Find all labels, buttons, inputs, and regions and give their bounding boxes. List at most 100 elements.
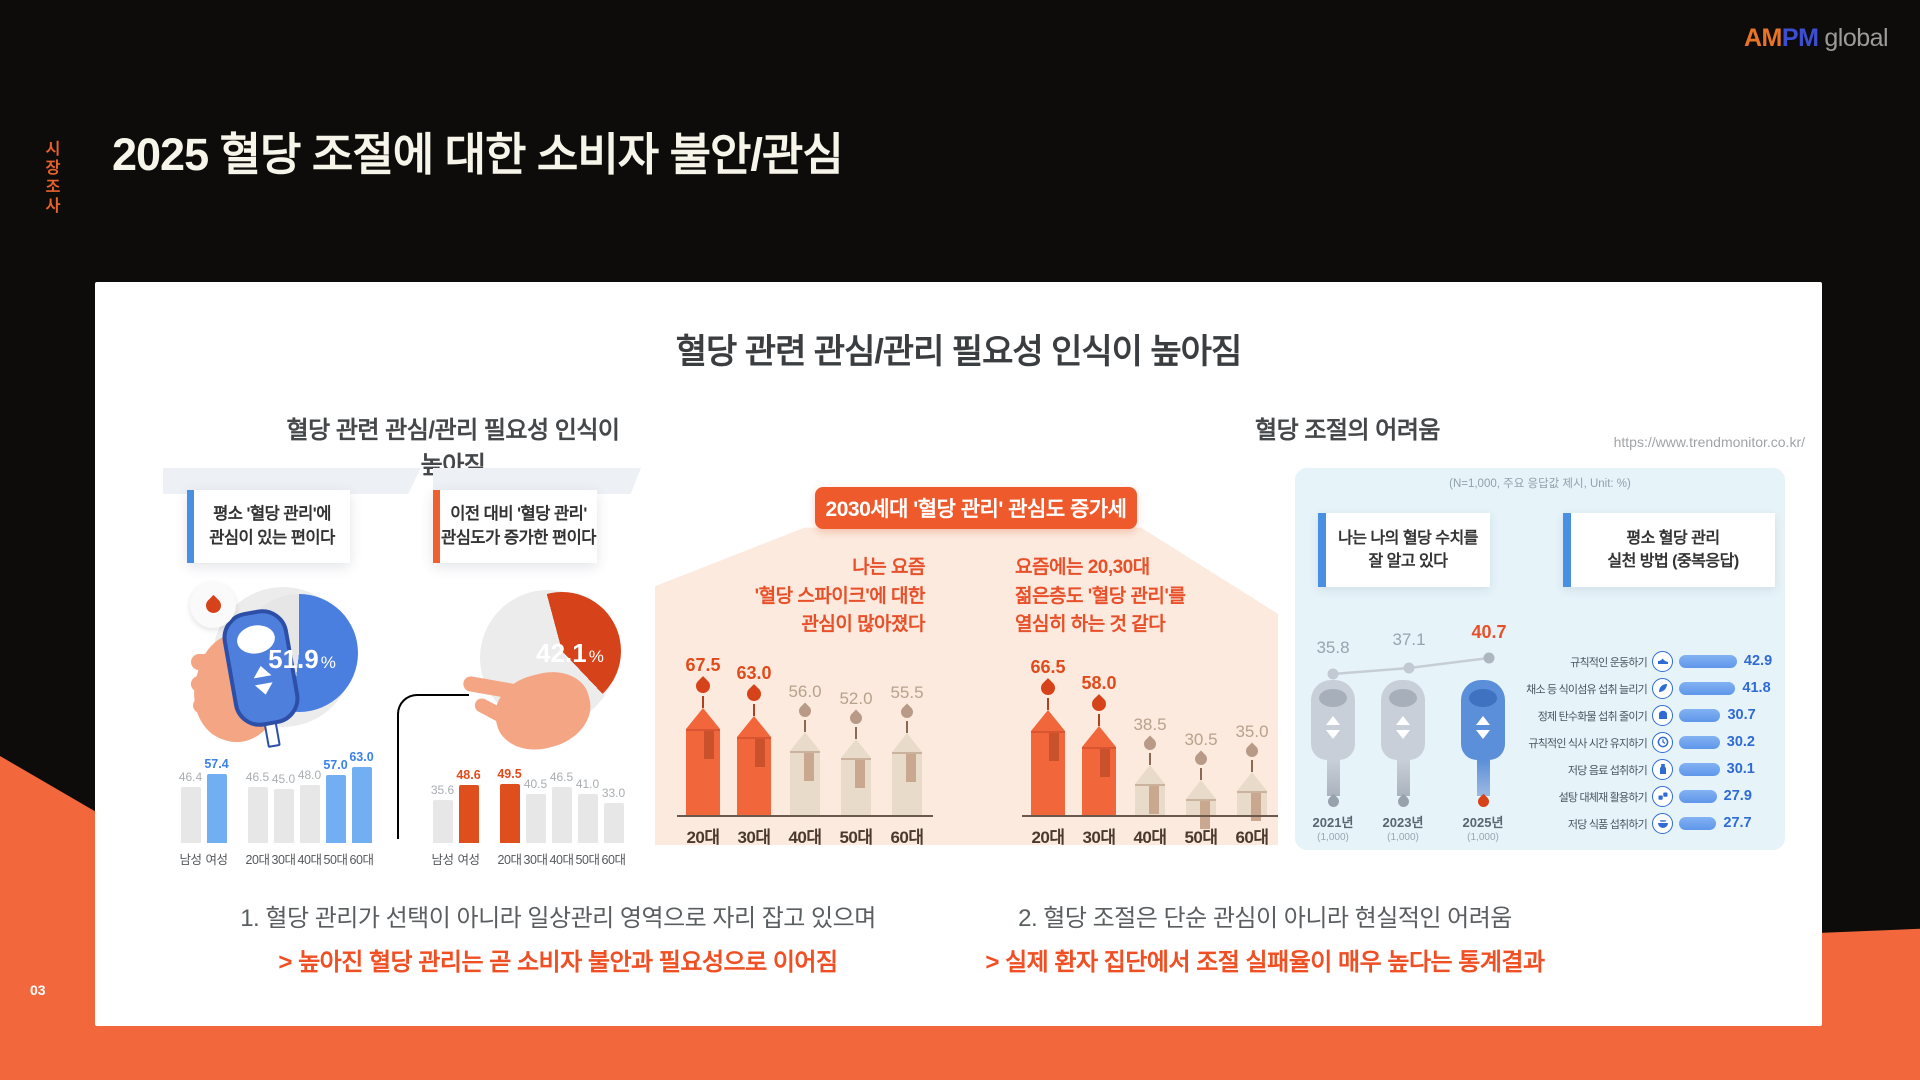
lancet-cord xyxy=(397,694,469,724)
candle-bar xyxy=(1031,730,1065,815)
difficulty-panel: (N=1,000, 주요 응답값 제시, Unit: %) 나는 나의 혈당 수… xyxy=(1295,468,1785,850)
blood-drop-icon xyxy=(1089,693,1109,714)
bar-column: 33.0 60대 xyxy=(601,786,626,868)
bar-label: 20대 xyxy=(245,853,270,867)
x-label: 20대 xyxy=(686,828,720,847)
card-title: 혈당 관련 관심/관리 필요성 인식이 높아짐 xyxy=(675,333,1242,371)
candle-notch xyxy=(855,760,865,789)
candle-value: 30.5 xyxy=(1184,730,1218,750)
candle-tip xyxy=(1237,771,1267,791)
candle-tip xyxy=(1082,725,1116,747)
finger-illustration xyxy=(191,654,225,670)
bar-label: 남성 xyxy=(431,853,455,867)
bar-column: 45.0 30대 xyxy=(272,772,296,868)
drop-icon xyxy=(1243,742,1261,759)
bar xyxy=(525,794,546,843)
glucometer-icon xyxy=(1461,680,1505,760)
bar-value: 46.5 xyxy=(245,770,270,785)
bar-column: 57.4 여성 xyxy=(204,757,229,868)
trend-x-label: 2021년 xyxy=(1312,815,1354,830)
trend-n-label: (1,000) xyxy=(1317,832,1349,843)
bar-value: 33.0 xyxy=(601,786,626,801)
trend-line xyxy=(1327,652,1495,680)
drop-icon xyxy=(847,709,865,727)
brand-logo: AMPM global xyxy=(1744,24,1889,53)
trend-n-label: (1,000) xyxy=(1387,832,1419,843)
food-icon xyxy=(1652,812,1673,834)
bar-column: 48.0 40대 xyxy=(297,768,322,868)
summary-1: 1. 혈당 관리가 선택이 아니라 일상관리 영역으로 자리 잡고 있으며 > … xyxy=(158,898,958,977)
blood-drop-icon xyxy=(1038,677,1058,698)
bar-label: 30대 xyxy=(523,853,548,867)
candle-column: 67.5 xyxy=(680,655,726,815)
candle-notch xyxy=(704,730,714,759)
candle-column: 38.5 xyxy=(1127,715,1173,815)
meter-2025: 2025년 (1,000) xyxy=(1445,680,1521,843)
method-label: 규칙적인 식사 시간 유지하기 xyxy=(1528,738,1647,750)
bar-column: 46.4 남성 xyxy=(179,770,203,868)
test-strip xyxy=(1476,760,1490,796)
trend-value-highlight: 40.7 xyxy=(1471,622,1507,642)
bar xyxy=(577,793,598,843)
bar-value: 35.6 xyxy=(430,783,455,798)
method-label: 저당 음료 섭취하기 xyxy=(1567,765,1648,777)
bar xyxy=(247,787,268,843)
method-row: 저당 음료 섭취하기 30.1 xyxy=(1541,758,1779,780)
bar-column: 41.0 50대 xyxy=(576,777,600,868)
bar-column: 46.5 40대 xyxy=(550,770,574,868)
candle-tip xyxy=(1031,709,1065,731)
page-number: 03 xyxy=(30,982,46,998)
summary-2: 2. 혈당 조절은 단순 관심이 아니라 현실적인 어려움 > 실제 환자 집단… xyxy=(970,898,1560,977)
candle-tip xyxy=(892,732,922,752)
candle-column: 63.0 xyxy=(731,663,777,815)
right-section-heading: 혈당 조절의 어려움 xyxy=(1255,417,1440,444)
young-chart-title: 요즘에는 20,30대 젊은층도 '혈당 관리'를 열심히 하는 것 같다 xyxy=(1015,557,1186,635)
bar-value: 49.5 xyxy=(497,766,522,781)
candle-value: 56.0 xyxy=(788,681,822,701)
candle-wick xyxy=(753,704,755,717)
bar-value: 48.6 xyxy=(456,767,481,782)
bar-label: 40대 xyxy=(297,853,322,867)
candle-wick xyxy=(1098,713,1100,726)
method-row: 채소 등 식이섬유 섭취 늘리기 41.8 xyxy=(1526,677,1779,699)
decor-shape xyxy=(163,468,421,494)
trend-value: 35.8 xyxy=(1316,638,1350,657)
bar xyxy=(351,767,372,843)
exercise-icon xyxy=(1652,650,1673,672)
trend-x-label: 2023년 xyxy=(1382,815,1424,830)
meter-2021: 2021년 (1,000) xyxy=(1295,680,1371,843)
interest-question-box-1: 평소 '혈당 관리'에 관심이 있는 편이다 xyxy=(187,490,350,563)
candle-tip xyxy=(841,739,871,759)
method-bar xyxy=(1679,762,1720,776)
candle-value: 67.5 xyxy=(685,654,721,675)
method-value: 42.9 xyxy=(1743,653,1773,669)
interest-question-box-2: 이전 대비 '혈당 관리' 관심도가 증가한 편이다 xyxy=(433,490,597,563)
candle-bar xyxy=(686,728,720,815)
bar xyxy=(325,774,346,843)
blood-drop-icon xyxy=(744,684,764,705)
candle-notch xyxy=(755,739,765,768)
candle-column: 66.5 xyxy=(1025,657,1071,815)
x-label: 20대 xyxy=(1031,828,1065,847)
bar-value: 57.0 xyxy=(323,757,348,772)
method-bar xyxy=(1679,708,1721,722)
candle-tip xyxy=(790,731,820,751)
young-candle-chart: 66.5 58.0 38.5 30.5 xyxy=(1025,550,1275,830)
test-strip xyxy=(1396,760,1410,796)
candle-bar xyxy=(790,750,820,815)
method-row: 규칙적인 운동하기 42.9 xyxy=(1541,650,1779,672)
candle-value: 58.0 xyxy=(1081,672,1117,693)
method-label: 규칙적인 운동하기 xyxy=(1570,657,1648,669)
bar-label: 여성 xyxy=(205,853,229,867)
method-bar xyxy=(1679,816,1717,830)
bar-label: 남성 xyxy=(179,853,203,867)
glucometer-icon xyxy=(1311,680,1355,760)
method-bar xyxy=(1679,789,1717,803)
content-card: 혈당 관련 관심/관리 필요성 인식이 높아짐 혈당 관련 관심/관리 필요성 … xyxy=(95,282,1822,1026)
bar-label: 60대 xyxy=(349,853,374,867)
spike-chart-x-labels: 20대 30대 40대 50대 60대 xyxy=(680,823,930,848)
method-value: 30.7 xyxy=(1727,707,1756,723)
bar-label: 60대 xyxy=(601,853,626,867)
candle-column: 55.5 xyxy=(884,683,930,815)
candle-wick xyxy=(1149,752,1151,765)
